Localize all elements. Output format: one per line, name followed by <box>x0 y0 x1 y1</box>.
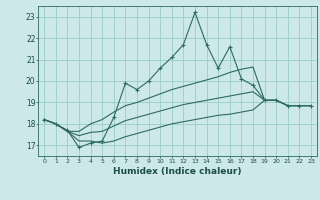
X-axis label: Humidex (Indice chaleur): Humidex (Indice chaleur) <box>113 167 242 176</box>
